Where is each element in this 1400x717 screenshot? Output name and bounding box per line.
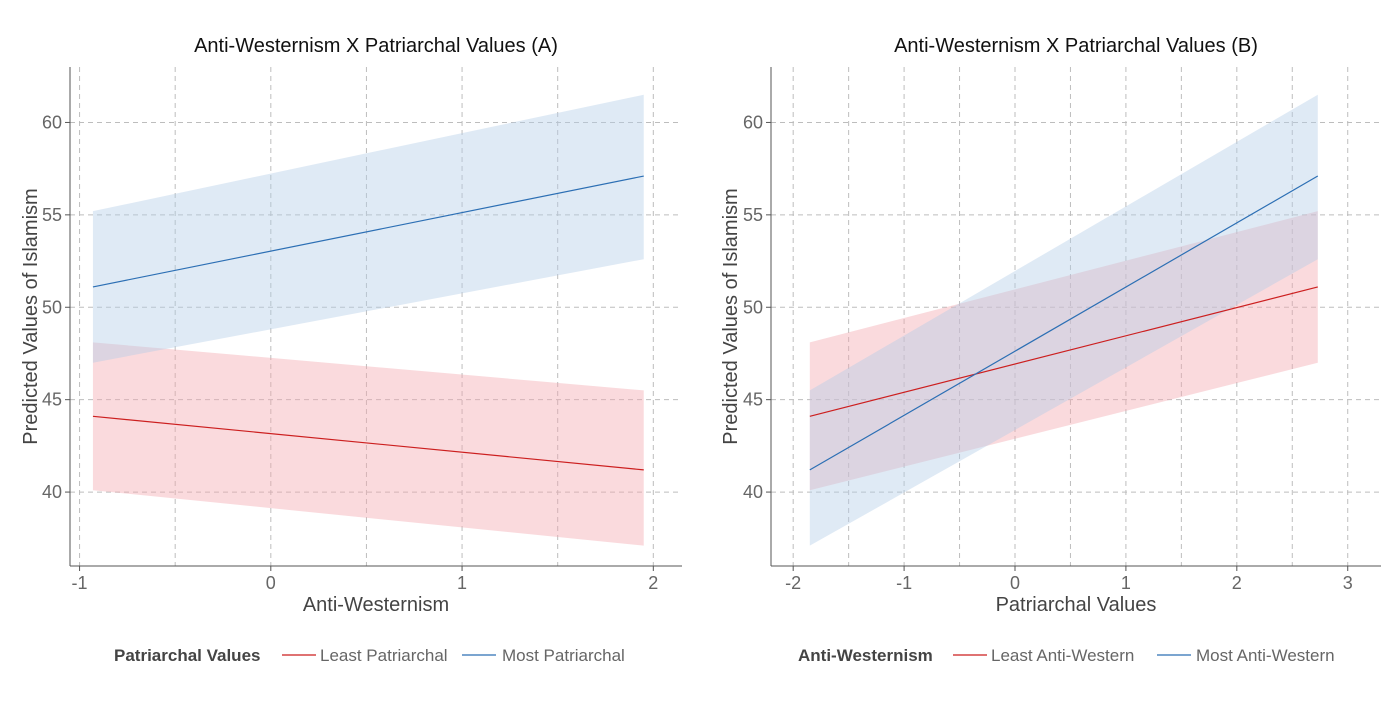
legend-title: Anti-Westernism	[798, 646, 933, 665]
y-tick-label: 40	[743, 482, 763, 502]
chart-title: Anti-Westernism X Patriarchal Values (A)	[194, 35, 558, 57]
legend-title: Patriarchal Values	[114, 646, 260, 665]
confidence-band-2	[809, 94, 1318, 546]
series-line-1	[92, 415, 644, 471]
series-line-2	[809, 175, 1319, 471]
chart-panel-2: 40 45 50 55 60 -2 -1 0 1 2 3 Anti-Westernism X Patr…	[720, 35, 1381, 665]
legend-label-2: Most Anti-Western	[1196, 646, 1335, 665]
y-tick-label: 60	[743, 112, 763, 132]
y-tick-label: 45	[743, 390, 763, 410]
chart-panel-1: 40 45 50 55 60 -1 0 1 2 Anti-Westernism X Patriar…	[20, 35, 682, 665]
y-tick-label: 55	[42, 205, 62, 225]
legend: Patriarchal Values Least Patriarchal Most …	[114, 646, 625, 665]
confidence-band-1	[92, 342, 644, 546]
series-line-1	[809, 286, 1318, 417]
x-tick-label: 0	[1010, 573, 1020, 593]
y-tick-label: 50	[42, 297, 62, 317]
x-tick-label: 2	[1232, 573, 1242, 593]
y-axis-title: Predicted Values of Islamism	[20, 188, 42, 444]
grid	[70, 67, 682, 566]
grid	[771, 67, 1381, 566]
legend-label-1: Least Anti-Western	[991, 646, 1134, 665]
confidence-band-2	[92, 94, 644, 363]
confidence-band-1	[809, 211, 1318, 491]
x-axis-title: Anti-Westernism	[303, 594, 449, 616]
x-tick-label: -2	[785, 573, 801, 593]
legend-label-1: Least Patriarchal	[320, 646, 448, 665]
y-tick-label: 40	[42, 482, 62, 502]
series-line-2	[92, 175, 644, 288]
y-axis-title: Predicted Values of Islamism	[720, 188, 742, 444]
x-axis-title: Patriarchal Values	[996, 594, 1157, 616]
x-tick-label: 0	[266, 573, 276, 593]
legend: Anti-Westernism Least Anti-Western Most An…	[798, 646, 1335, 665]
y-tick-label: 45	[42, 390, 62, 410]
x-tick-label: 3	[1343, 573, 1353, 593]
x-tick-label: 1	[457, 573, 467, 593]
y-tick-label: 60	[42, 112, 62, 132]
x-tick-label: -1	[896, 573, 912, 593]
legend-label-2: Most Patriarchal	[502, 646, 625, 665]
chart-title: Anti-Westernism X Patriarchal Values (B)	[894, 35, 1258, 57]
x-tick-label: -1	[72, 573, 88, 593]
x-tick-label: 2	[648, 573, 658, 593]
x-tick-label: 1	[1121, 573, 1131, 593]
y-tick-label: 55	[743, 205, 763, 225]
y-tick-label: 50	[743, 297, 763, 317]
